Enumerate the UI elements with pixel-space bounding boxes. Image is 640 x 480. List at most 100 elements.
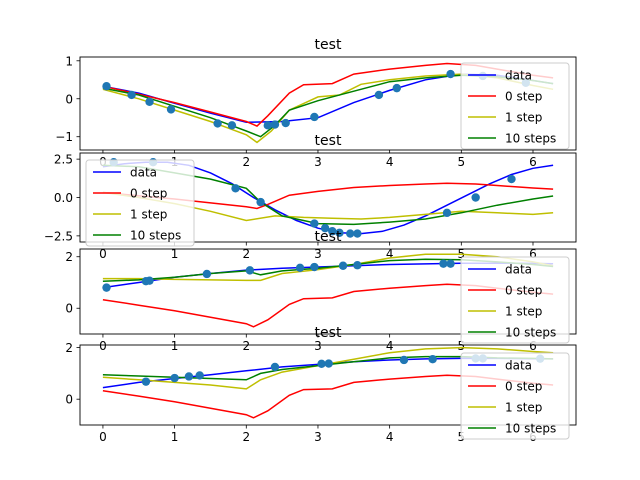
x-tick-label: 2	[242, 155, 250, 169]
legend-label: 1 step	[505, 305, 542, 319]
data-point	[145, 276, 154, 285]
x-tick-label: 4	[386, 247, 394, 261]
legend-label: data	[505, 359, 532, 373]
data-point	[446, 69, 455, 79]
data-point	[195, 371, 204, 380]
legend-label: 1 step	[505, 401, 542, 415]
data-point	[446, 259, 455, 268]
data-point	[442, 208, 452, 218]
y-tick-label: 0	[65, 393, 73, 407]
data-point	[145, 97, 154, 106]
x-tick-label: 6	[529, 247, 537, 261]
data-point	[184, 372, 194, 381]
data-point	[338, 261, 348, 270]
x-tick-label: 4	[386, 430, 394, 444]
x-tick-label: 5	[457, 155, 465, 169]
data-point	[374, 90, 384, 100]
x-tick-label: 2	[242, 247, 250, 261]
legend-box	[460, 352, 570, 440]
data-point	[227, 121, 237, 130]
axes-frame	[79, 248, 577, 335]
data-point	[310, 262, 319, 272]
legend-box	[460, 62, 570, 150]
x-tick-label: 6	[529, 339, 537, 353]
x-tick-label: 5	[457, 339, 465, 353]
legend-label: 10 steps	[505, 326, 556, 340]
legend-label: data	[130, 166, 157, 180]
data-point	[507, 174, 516, 184]
y-tick-label: 2	[65, 341, 73, 355]
y-tick-label: 2.5	[54, 153, 73, 167]
y-tick-label: 0	[65, 92, 73, 106]
x-tick-label: 1	[171, 339, 179, 353]
data-point	[231, 184, 240, 193]
data-point	[141, 377, 151, 386]
data-point	[353, 261, 362, 270]
legend-label: 0 step	[130, 187, 167, 201]
x-tick-label: 4	[386, 339, 394, 353]
legend-label: 1 step	[130, 208, 167, 222]
x-tick-label: 0	[99, 339, 107, 353]
data-point	[102, 283, 111, 292]
y-tick-label: 0.0	[54, 191, 73, 205]
legend-label: data	[505, 263, 532, 277]
data-point	[428, 354, 437, 364]
legend-label: 10 steps	[505, 422, 556, 436]
y-tick-label: 2	[65, 250, 73, 264]
data-point	[392, 83, 402, 93]
x-tick-label: 6	[529, 155, 537, 169]
data-point	[202, 269, 212, 279]
legend-box	[460, 256, 570, 344]
data-point	[295, 263, 305, 273]
data-point	[263, 121, 272, 130]
legend-label: data	[505, 69, 532, 83]
x-tick-label: 0	[99, 430, 107, 444]
data-point	[270, 120, 280, 129]
data-point	[256, 197, 265, 207]
axes-frame	[79, 344, 577, 426]
legend-label: 0 step	[505, 380, 542, 394]
data-point	[399, 355, 409, 365]
axes-frame	[79, 56, 577, 151]
data-point	[320, 223, 330, 233]
legend-label: 10 steps	[505, 132, 556, 146]
y-tick-label: −1	[55, 130, 73, 144]
x-tick-label: 3	[314, 339, 322, 353]
legend-label: 0 step	[505, 90, 542, 104]
chart-title: test	[315, 229, 342, 245]
chart-title: test	[315, 37, 342, 53]
y-tick-label: 1	[65, 54, 73, 68]
data-point	[170, 373, 179, 383]
chart-title: test	[315, 133, 342, 149]
data-point	[213, 119, 222, 128]
data-point	[324, 359, 333, 368]
legend-label: 1 step	[505, 111, 542, 125]
data-point	[127, 90, 136, 100]
y-tick-label: −2.5	[44, 229, 73, 243]
data-point	[310, 112, 319, 122]
series-line-1-step	[102, 253, 554, 282]
x-tick-label: 1	[171, 247, 179, 261]
y-tick-label: 0	[65, 302, 73, 316]
x-tick-label: 3	[314, 155, 322, 169]
x-tick-label: 2	[242, 339, 250, 353]
chart-title: test	[315, 325, 342, 341]
data-point	[245, 266, 255, 275]
data-point	[346, 229, 355, 238]
data-point	[439, 259, 448, 268]
x-tick-label: 3	[314, 430, 322, 444]
data-point	[166, 105, 176, 114]
x-tick-label: 1	[171, 430, 179, 444]
x-tick-label: 0	[99, 247, 107, 261]
data-point	[281, 118, 290, 128]
legend-label: 0 step	[505, 284, 542, 298]
data-point	[270, 362, 280, 372]
data-point	[310, 219, 319, 228]
legend-label: 10 steps	[130, 229, 181, 243]
data-point	[353, 229, 362, 238]
x-tick-label: 3	[314, 247, 322, 261]
x-tick-label: 4	[386, 155, 394, 169]
legend-box	[85, 159, 195, 247]
